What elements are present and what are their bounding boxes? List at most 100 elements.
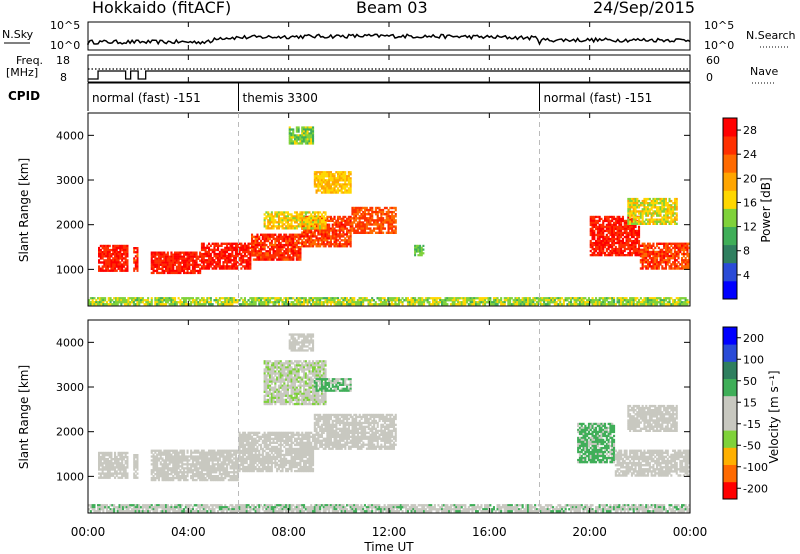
heatmap-cell: [299, 246, 302, 249]
heatmap-cell: [647, 212, 650, 215]
heatmap-cell: [586, 301, 589, 304]
heatmap-cell: [602, 297, 605, 300]
heatmap-cell: [295, 297, 298, 300]
heatmap-cell: [299, 223, 302, 226]
heatmap-cell: [648, 254, 651, 258]
heatmap-cell: [613, 217, 616, 221]
heatmap-cell: [337, 303, 340, 306]
heatmap-cell: [186, 469, 189, 472]
heatmap-cell: [165, 453, 168, 456]
heatmap-cell: [349, 179, 352, 182]
heatmap-cell: [252, 243, 255, 247]
heatmap-cell: [292, 301, 295, 304]
heatmap-cell: [420, 254, 423, 257]
heatmap-cell: [324, 297, 327, 300]
heatmap-cell: [213, 259, 216, 262]
heatmap-cell: [114, 297, 117, 300]
heatmap-cell: [121, 460, 124, 463]
heatmap-cell: [666, 218, 669, 221]
heatmap-cell: [392, 229, 395, 232]
heatmap-cell: [523, 301, 526, 304]
heatmap-cell: [240, 259, 243, 262]
heatmap-cell: [358, 223, 361, 226]
heatmap-cell: [391, 231, 394, 234]
heatmap-cell: [374, 227, 377, 230]
heatmap-cell: [582, 297, 585, 300]
heatmap-cell: [677, 250, 680, 254]
heatmap-cell: [236, 267, 239, 270]
heatmap-cell: [252, 241, 255, 245]
heatmap-cell: [256, 299, 259, 302]
heatmap-cell: [634, 208, 637, 211]
heatmap-cell: [320, 229, 323, 232]
heatmap-cell: [408, 299, 411, 302]
heatmap-cell: [630, 219, 633, 223]
heatmap-cell: [347, 183, 350, 186]
heatmap-cell: [342, 187, 345, 190]
heatmap-cell: [672, 267, 675, 270]
heatmap-cell: [329, 175, 332, 178]
heatmap-cell: [174, 301, 177, 304]
heatmap-cell: [285, 248, 288, 251]
heatmap-cell: [193, 269, 196, 273]
heatmap-cell: [657, 267, 660, 270]
heatmap-cell: [274, 221, 277, 224]
heatmap-cell: [136, 297, 139, 300]
heatmap-cell: [154, 455, 157, 458]
heatmap-cell: [301, 140, 304, 143]
heatmap-cell: [650, 214, 653, 217]
heatmap-cell: [197, 257, 200, 260]
heatmap-cell: [657, 254, 660, 258]
heatmap-cell: [163, 449, 166, 452]
heatmap-cell: [347, 231, 350, 234]
heatmap-cell: [140, 301, 143, 304]
heatmap-cell: [437, 303, 440, 306]
heatmap-cell: [267, 301, 270, 304]
heatmap-cell: [364, 227, 367, 230]
heatmap-cell: [184, 297, 187, 300]
heatmap-cell: [299, 134, 302, 137]
heatmap-cell: [294, 227, 297, 230]
heatmap-cell: [110, 462, 113, 465]
heatmap-cell: [437, 301, 440, 304]
heatmap-cell: [236, 242, 239, 245]
heatmap-cell: [537, 297, 540, 300]
heatmap-cell: [380, 215, 383, 218]
heatmap-cell: [641, 303, 644, 306]
heatmap-cell: [552, 297, 555, 300]
heatmap-cell: [664, 297, 667, 300]
heatmap-cell: [110, 248, 113, 252]
heatmap-cell: [596, 251, 599, 255]
heatmap-cell: [582, 301, 585, 304]
heatmap-cell: [656, 261, 659, 264]
heatmap-cell: [243, 248, 246, 252]
heatmap-cell: [328, 223, 331, 226]
heatmap-cell: [317, 189, 320, 192]
heatmap-cell: [303, 217, 306, 220]
heatmap-cell: [112, 246, 115, 250]
heatmap-cell: [587, 303, 590, 306]
heatmap-cell: [215, 263, 218, 266]
heatmap-cell: [218, 265, 221, 268]
heatmap-cell: [105, 253, 108, 256]
heatmap-cell: [659, 297, 662, 300]
heatmap-cell: [260, 248, 263, 251]
heatmap-cell: [335, 177, 338, 180]
heatmap-cell: [317, 243, 320, 246]
heatmap-cell: [682, 250, 685, 254]
heatmap-cell: [306, 138, 309, 141]
heatmap-cell: [269, 243, 272, 247]
heatmap-cell: [607, 225, 610, 229]
heatmap-cell: [301, 227, 304, 230]
heatmap-cell: [319, 245, 322, 248]
heatmap-cell: [625, 223, 628, 227]
heatmap-cell: [112, 261, 115, 264]
heatmap-cell: [103, 476, 106, 479]
heatmap-cell: [337, 229, 340, 232]
heatmap-cell: [419, 252, 422, 255]
heatmap-cell: [208, 242, 211, 245]
heatmap-cell: [288, 138, 291, 141]
heatmap-cell: [589, 231, 592, 235]
heatmap-cell: [643, 244, 646, 247]
heatmap-cell: [528, 299, 531, 302]
